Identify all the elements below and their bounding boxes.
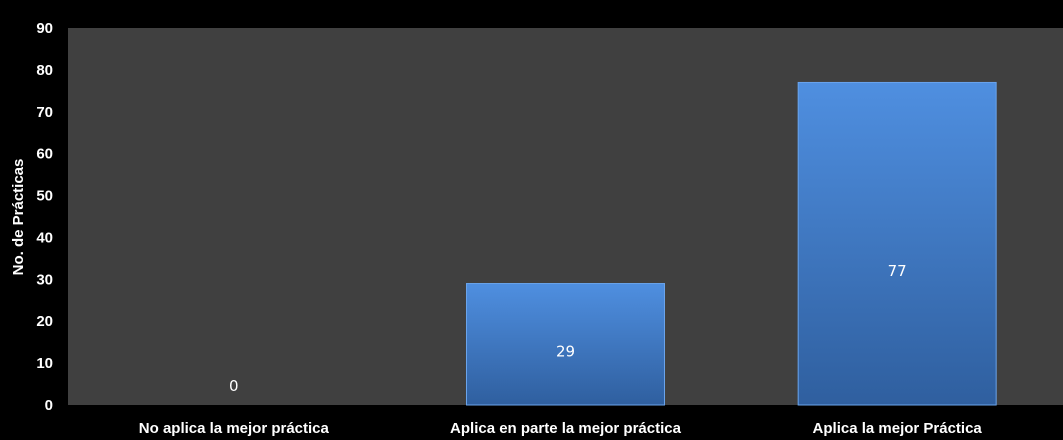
y-tick-label: 20 xyxy=(36,313,53,330)
bar-value-label: 29 xyxy=(556,342,575,360)
bar xyxy=(466,283,665,406)
bar xyxy=(797,81,997,406)
x-category-label: No aplica la mejor práctica xyxy=(139,420,330,437)
y-axis-ticks: 0 10 20 30 40 50 60 70 80 90 xyxy=(36,20,53,414)
y-axis-title: No. de Prácticas xyxy=(10,159,27,276)
bar-value-label: 77 xyxy=(888,262,907,280)
y-tick-label: 0 xyxy=(45,397,53,414)
x-category-label: Aplica en parte la mejor práctica xyxy=(450,420,682,437)
x-axis-labels: No aplica la mejor práctica Aplica en par… xyxy=(139,420,983,437)
y-tick-label: 70 xyxy=(36,104,53,121)
bars-group: 0 29 77 xyxy=(229,81,997,406)
x-category-label: Aplica la mejor Práctica xyxy=(813,420,983,437)
y-tick-label: 30 xyxy=(36,271,53,288)
y-tick-label: 90 xyxy=(36,20,53,37)
y-tick-label: 10 xyxy=(36,355,53,372)
bar-value-label: 0 xyxy=(229,377,239,395)
y-tick-label: 50 xyxy=(36,188,53,205)
y-tick-label: 60 xyxy=(36,146,53,163)
y-tick-label: 80 xyxy=(36,62,53,79)
y-tick-label: 40 xyxy=(36,229,53,246)
